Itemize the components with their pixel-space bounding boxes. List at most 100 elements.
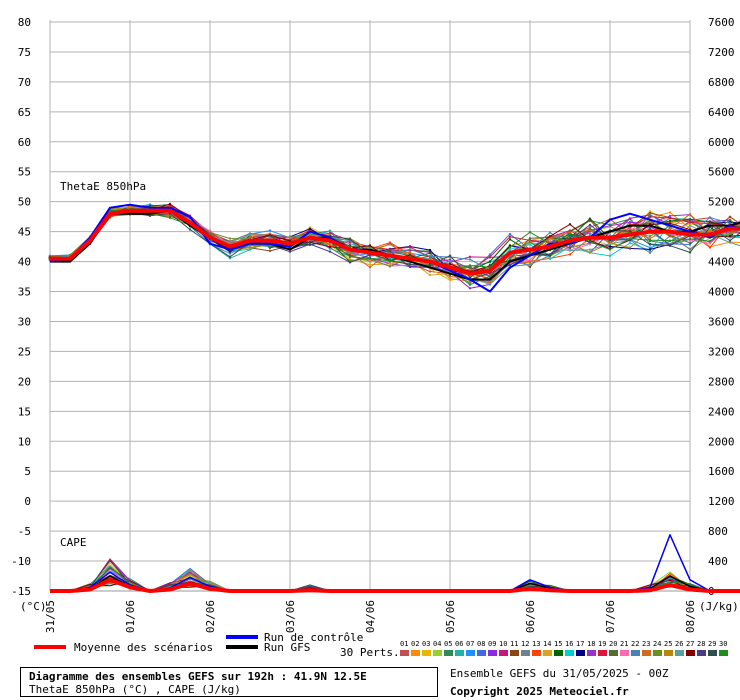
perturbation-cape-line <box>50 564 740 592</box>
perturbation-point <box>228 250 232 253</box>
perturbation-cape-line <box>50 570 740 592</box>
perturbation-point <box>568 253 572 256</box>
perturbation-point <box>508 245 512 249</box>
right-tick-label: 2000 <box>708 435 735 448</box>
left-tick-label: 40 <box>18 256 31 269</box>
perturbation-point <box>588 240 592 243</box>
perturbation-point <box>308 242 312 246</box>
perturbation-point <box>588 251 592 254</box>
pert-legend-number: 04 <box>433 640 441 648</box>
perturbation-point <box>668 239 672 242</box>
perturbation-point <box>568 249 572 252</box>
right-tick-label: 4000 <box>708 286 735 299</box>
perturbation-point <box>228 255 232 258</box>
x-tick-label: 08/06 <box>684 600 697 633</box>
perturbation-cape-line <box>50 567 740 592</box>
perturbation-cape-line <box>50 565 740 592</box>
perturbation-point <box>348 245 352 248</box>
perturbation-point <box>368 244 372 247</box>
perturbation-point <box>708 228 712 232</box>
perturbation-point <box>268 249 272 253</box>
pert-legend-swatch <box>466 650 475 656</box>
perturbation-point <box>648 251 652 254</box>
perturbation-point <box>248 235 252 239</box>
perturbation-point <box>528 230 532 234</box>
left-tick-label: 10 <box>18 435 31 448</box>
pert-legend-swatch <box>631 650 640 656</box>
perturbation-point <box>288 236 292 239</box>
right-tick-label: 5200 <box>708 196 735 209</box>
pert-legend-number: 23 <box>642 640 650 648</box>
pert-legend-number: 07 <box>466 640 474 648</box>
right-axis-unit: (J/kg) <box>699 600 739 613</box>
right-tick-label: 7600 <box>708 16 735 29</box>
perturbation-point <box>648 213 652 216</box>
perturbation-point <box>488 263 492 267</box>
perturbation-point <box>588 248 592 251</box>
perturbation-cape-line <box>50 568 740 592</box>
mean-cape-line <box>50 577 740 593</box>
perturbation-cape-line <box>50 566 740 592</box>
perturbation-cape-line <box>50 569 740 592</box>
ensemble-info: Ensemble GEFS du 31/05/2025 - 00Z <box>450 667 669 680</box>
perturbation-point <box>448 260 452 263</box>
perturbation-point <box>668 211 672 214</box>
perturbation-point <box>468 287 472 290</box>
right-tick-label: 1600 <box>708 465 735 478</box>
perturbation-legend: 01 02 03 04 05 06 07 08 09 10 11 12 13 14 15 16 17 18 19 20… <box>400 640 728 656</box>
left-tick-label: -5 <box>18 525 31 538</box>
perturbation-point <box>648 246 652 249</box>
perturbation-point <box>388 249 392 253</box>
caption-subtitle: ThetaE 850hPa (°C) , CAPE (J/kg) <box>29 683 241 696</box>
perturbation-point <box>308 240 312 244</box>
legend-mean-label: Moyenne des scénarios <box>74 641 213 654</box>
perturbation-point <box>628 228 632 231</box>
right-axis-ticks: 7600720068006400600056005200480044004000… <box>708 16 735 598</box>
perturbation-point <box>248 233 252 237</box>
perturbation-point <box>148 214 152 218</box>
pert-legend-number: 09 <box>488 640 496 648</box>
perturbation-point <box>668 222 672 225</box>
perturbation-point <box>508 235 512 238</box>
perturbation-point <box>728 239 732 242</box>
left-tick-label: 70 <box>18 76 31 89</box>
perturbation-point <box>268 244 272 247</box>
right-tick-label: 6800 <box>708 76 735 89</box>
right-tick-label: 7200 <box>708 46 735 59</box>
left-tick-label: 65 <box>18 106 31 119</box>
left-tick-label: 50 <box>18 196 31 209</box>
perturbation-point <box>708 222 712 225</box>
pert-legend-swatch <box>565 650 574 656</box>
perturbation-point <box>328 243 332 246</box>
perturbation-point <box>668 227 672 230</box>
pert-legend-number: 10 <box>499 640 507 648</box>
left-tick-label: -15 <box>11 585 31 598</box>
perturbation-point <box>528 263 532 266</box>
perturbation-point <box>528 265 532 269</box>
pert-legend-number: 01 <box>400 640 408 648</box>
perturbation-point <box>508 248 512 251</box>
perturbation-cape-line <box>50 567 740 592</box>
mean-thetae-line <box>50 208 740 276</box>
perturbation-point <box>528 237 532 240</box>
perturbation-point <box>548 231 552 234</box>
perturbation-point <box>728 241 732 244</box>
x-axis-ticks: 31/05 01/06 02/06 03/06 04/06 05/06 06/06 07/06… <box>44 600 697 633</box>
perturbation-cape-line <box>50 567 740 592</box>
pert-legend-number: 13 <box>532 640 540 648</box>
perturbation-point <box>588 243 592 246</box>
perturbation-point <box>668 244 672 247</box>
legend-perts-label: 30 Perts. <box>340 646 400 659</box>
perturbation-point <box>348 255 352 259</box>
perturbation-point <box>588 232 592 235</box>
left-tick-label: 60 <box>18 136 31 149</box>
perturbation-point <box>588 223 592 227</box>
pert-legend-swatch <box>543 650 552 656</box>
right-tick-label: 5600 <box>708 166 735 179</box>
pert-legend-swatch <box>686 650 695 656</box>
perturbation-point <box>228 241 232 244</box>
theta-panel-label: ThetaE 850hPa <box>60 180 146 193</box>
pert-legend-number: 30 <box>719 640 727 648</box>
right-tick-label: 400 <box>708 555 728 568</box>
chart-grid <box>49 20 691 592</box>
